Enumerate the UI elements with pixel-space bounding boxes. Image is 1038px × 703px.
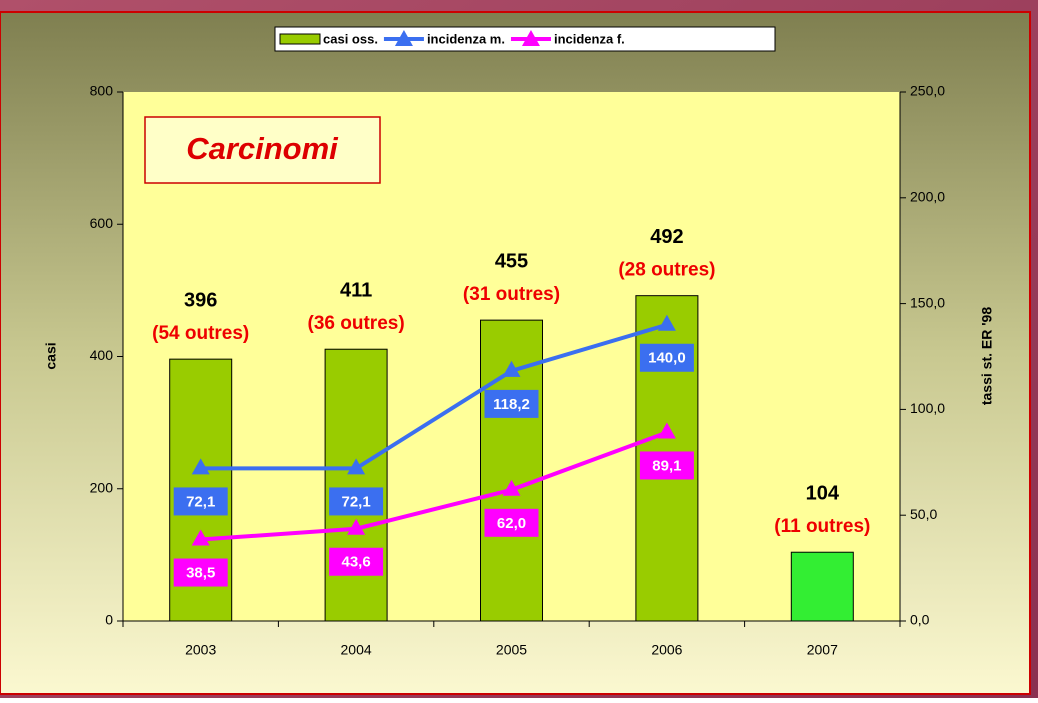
legend-label: incidenza f.	[554, 31, 625, 46]
y-tick-label: 0	[105, 612, 113, 628]
y-tick-label: 600	[90, 215, 114, 231]
x-tick-label: 2003	[185, 642, 216, 658]
bar-value-label: 396	[184, 289, 217, 311]
x-tick-label: 2005	[496, 642, 527, 658]
point-value-label: 118,2	[493, 396, 530, 413]
point-value-label: 62,0	[497, 515, 526, 532]
y2-tick-label: 200,0	[910, 189, 945, 205]
point-marker	[347, 518, 366, 535]
legend-marker	[394, 30, 413, 46]
y2-tick-label: 100,0	[910, 400, 945, 416]
point-marker	[502, 479, 521, 496]
value-label-box	[484, 389, 539, 418]
bar-value-label: 104	[806, 483, 840, 505]
bar	[480, 319, 543, 622]
x-tick-label: 2004	[341, 642, 372, 658]
bar-annotation: (54 outres)	[152, 323, 249, 344]
value-label-box	[329, 547, 384, 576]
y2-tick-label: 250,0	[910, 83, 945, 99]
series-line	[200, 322, 668, 471]
legend-marker	[521, 30, 540, 46]
point-value-label: 89,1	[652, 457, 681, 474]
y2-tick-label: 150,0	[910, 294, 945, 310]
title-box	[144, 116, 381, 184]
bar-annotation: (36 outres)	[308, 313, 405, 334]
legend-swatch	[279, 33, 321, 45]
chart-title: Carcinomi	[186, 131, 339, 166]
value-label-box	[173, 487, 228, 516]
point-value-label: 72,1	[341, 493, 370, 510]
value-label-box	[173, 558, 228, 587]
value-label-box	[484, 508, 539, 537]
point-marker	[347, 458, 366, 475]
bar-value-label: 455	[495, 250, 528, 272]
bar-value-label: 411	[340, 280, 372, 302]
y2-tick-label: 0,0	[910, 612, 930, 628]
legend-label: casi oss.	[323, 31, 378, 46]
legend-label: incidenza m.	[427, 31, 505, 46]
value-label-box	[639, 343, 694, 372]
bar-annotation: (28 outres)	[618, 260, 715, 281]
point-marker	[657, 314, 676, 331]
point-value-label: 72,1	[186, 493, 215, 510]
point-value-label: 140,0	[648, 350, 686, 367]
bar	[790, 551, 854, 622]
y-axis-title: casi	[43, 342, 59, 369]
bar-annotation: (11 outres)	[774, 516, 870, 537]
bar	[324, 348, 388, 622]
y-tick-label: 800	[90, 83, 114, 99]
value-label-box	[639, 451, 694, 480]
point-value-label: 43,6	[341, 554, 370, 571]
series-line	[200, 430, 668, 542]
value-label-box	[329, 487, 384, 516]
x-tick-label: 2006	[651, 642, 682, 658]
point-marker	[657, 422, 676, 439]
y-tick-label: 200	[90, 479, 114, 495]
y-tick-label: 400	[90, 347, 114, 363]
point-value-label: 38,5	[186, 565, 215, 582]
point-marker	[502, 360, 521, 377]
y2-tick-label: 50,0	[910, 506, 937, 522]
y2-axis-title: tassi st. ER '98	[979, 307, 995, 405]
x-tick-label: 2007	[807, 642, 838, 658]
point-marker	[191, 529, 210, 546]
bar-value-label: 492	[650, 226, 683, 248]
point-marker	[191, 458, 210, 475]
bar-annotation: (31 outres)	[463, 284, 560, 305]
